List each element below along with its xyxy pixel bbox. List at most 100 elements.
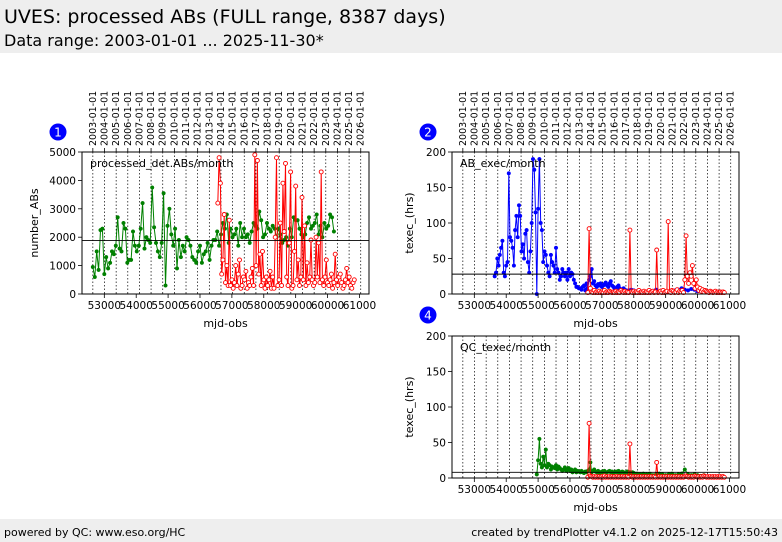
data-point <box>129 257 134 262</box>
data-point <box>312 220 317 226</box>
data-point <box>538 220 543 226</box>
data-point <box>153 240 159 245</box>
data-point <box>537 436 542 441</box>
top-axis-date-label: 2013-01-01 <box>574 91 585 146</box>
data-point <box>226 217 232 223</box>
data-point <box>592 279 597 284</box>
data-point <box>92 274 97 280</box>
data-point <box>199 260 204 265</box>
data-point <box>523 231 528 236</box>
data-point <box>219 271 225 277</box>
data-point <box>205 240 210 245</box>
data-point <box>217 180 223 186</box>
top-axis-date-label: 2008-01-01 <box>516 91 527 146</box>
top-axis-date-label: 2015-01-01 <box>228 91 239 146</box>
top-axis-date-label: 2004-01-01 <box>469 91 480 146</box>
data-point <box>627 441 633 447</box>
data-point <box>270 274 276 280</box>
data-point <box>111 252 116 257</box>
data-point <box>507 235 513 240</box>
data-point <box>265 283 271 288</box>
data-point <box>513 228 518 233</box>
y-tick-label: 100 <box>426 218 446 230</box>
data-point <box>346 274 352 280</box>
data-point <box>542 249 547 254</box>
data-point <box>341 283 347 288</box>
data-point <box>721 474 727 480</box>
data-point <box>184 235 189 240</box>
x-tick-label: 57000 <box>215 300 248 312</box>
data-point <box>300 277 306 283</box>
data-point <box>518 213 523 218</box>
data-point <box>293 183 299 189</box>
data-point <box>261 235 266 240</box>
data-point <box>502 274 507 279</box>
data-point <box>328 271 334 277</box>
data-point <box>684 273 690 279</box>
data-point <box>176 237 181 243</box>
data-point <box>136 243 141 248</box>
data-point <box>581 283 587 288</box>
data-point <box>221 212 227 217</box>
data-point <box>335 283 341 288</box>
top-axis-date-label: 2021-01-01 <box>668 91 679 146</box>
data-point <box>203 249 208 254</box>
data-point <box>281 229 287 234</box>
data-point <box>155 249 160 254</box>
top-axis-date-label: 2013-01-01 <box>204 91 215 146</box>
data-point <box>516 203 522 208</box>
data-point <box>306 215 312 220</box>
data-point <box>557 277 562 282</box>
data-point <box>100 226 105 231</box>
data-point <box>313 234 319 240</box>
data-point <box>142 246 147 251</box>
data-point <box>159 240 164 245</box>
top-axis-date-label: 2020-01-01 <box>656 91 667 146</box>
data-point <box>497 252 502 257</box>
data-point <box>134 249 139 254</box>
data-point <box>252 152 258 158</box>
top-axis-date-label: 2007-01-01 <box>134 91 145 146</box>
data-point <box>258 283 264 288</box>
data-point <box>682 467 687 472</box>
data-point <box>682 277 688 283</box>
top-axis-date-label: 2018-01-01 <box>263 91 274 146</box>
top-axis-date-label: 2011-01-01 <box>181 91 192 146</box>
x-tick-label: 53000 <box>458 484 491 496</box>
data-point <box>223 280 228 286</box>
data-point <box>529 220 534 226</box>
y-tick-label: 0 <box>439 473 446 485</box>
data-point <box>274 155 279 161</box>
data-point <box>627 227 633 233</box>
data-point <box>216 155 222 161</box>
data-point <box>551 263 556 268</box>
data-point <box>330 285 336 291</box>
y-axis-label: number_ABs <box>28 188 41 258</box>
data-point <box>190 255 195 260</box>
data-point <box>267 268 273 274</box>
panel-number-badge <box>49 123 67 141</box>
data-point <box>326 223 331 228</box>
data-point <box>511 263 516 268</box>
data-point <box>262 232 268 237</box>
data-point <box>509 238 514 243</box>
data-point <box>249 265 255 271</box>
x-tick-label: 59000 <box>279 300 312 312</box>
panel-number-text: 4 <box>424 309 432 323</box>
data-point <box>530 157 536 162</box>
data-point <box>240 235 245 240</box>
top-axis-date-label: 2015-01-01 <box>598 91 609 146</box>
data-point <box>553 245 559 250</box>
x-axis-label: mjd-obs <box>573 317 618 330</box>
data-point <box>279 283 285 288</box>
page-subtitle: Data range: 2003-01-01 ... 2025-11-30* <box>4 31 324 50</box>
top-axis-date-label: 2008-01-01 <box>146 91 157 146</box>
footer-generator: created by trendPlotter v4.1.2 on 2025-1… <box>471 526 778 539</box>
data-point <box>351 277 357 283</box>
x-tick-label: 54000 <box>120 300 153 312</box>
top-axis-date-label: 2024-01-01 <box>332 91 343 146</box>
data-point <box>235 271 241 277</box>
data-point <box>532 167 537 172</box>
data-point <box>242 277 248 283</box>
data-point <box>241 226 247 231</box>
